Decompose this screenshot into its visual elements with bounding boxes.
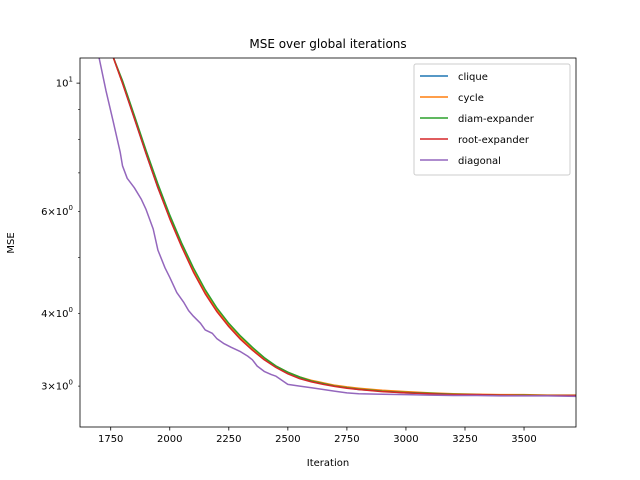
x-tick-label: 3000: [393, 434, 418, 445]
x-tick-label: 1750: [98, 434, 123, 445]
plot-lines: [98, 58, 576, 398]
y-axis: 101 3×100 4×100 6×100: [41, 76, 80, 393]
x-tick-label: 2000: [157, 434, 182, 445]
legend-label-root-expander: root-expander: [458, 135, 530, 146]
chart-title: MSE over global iterations: [249, 37, 406, 51]
x-tick-label: 3500: [511, 434, 536, 445]
y-tick-label: 3×100: [41, 379, 73, 393]
x-tick-label: 2500: [275, 434, 300, 445]
series-line-root-expander: [112, 58, 576, 397]
legend-box: [413, 63, 571, 176]
legend: clique cycle diam-expander root-expander dia…: [413, 63, 571, 176]
x-axis: 1750 2000 2250 2500 2750 3000 3250 3500: [98, 427, 537, 445]
legend-label-diam-expander: diam-expander: [458, 114, 535, 125]
legend-label-clique: clique: [458, 72, 488, 83]
x-axis-title: Iteration: [307, 458, 349, 469]
x-tick-label: 3250: [452, 434, 477, 445]
plot-frame: [79, 57, 577, 428]
y-axis-title: MSE: [6, 232, 17, 253]
legend-label-diagonal: diagonal: [458, 156, 501, 167]
y-tick-label: 6×100: [41, 204, 73, 218]
y-tick-label: 101: [56, 76, 73, 90]
x-tick-label: 2750: [334, 434, 359, 445]
y-tick-label: 4×100: [41, 306, 73, 320]
series-line-diagonal: [98, 58, 576, 398]
legend-label-cycle: cycle: [458, 93, 484, 104]
x-tick-label: 2250: [216, 434, 241, 445]
